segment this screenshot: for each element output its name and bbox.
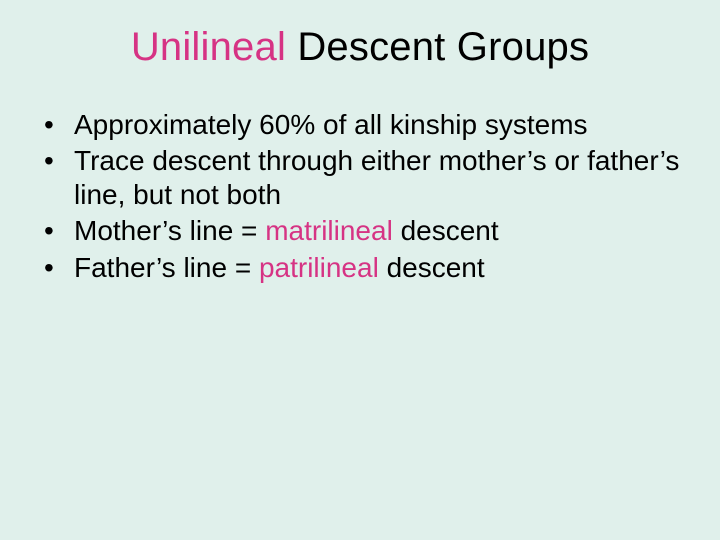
title-highlight-word: Unilineal — [131, 25, 286, 69]
slide: Unilineal Descent Groups Approximately 6… — [0, 0, 720, 540]
bullet-text-pre: Trace descent through either mother’s or… — [74, 145, 679, 210]
list-item: Mother’s line = matrilineal descent — [40, 214, 684, 248]
bullet-text-pre: Father’s line = — [74, 252, 259, 283]
bullet-text-post: descent — [393, 215, 499, 246]
list-item: Approximately 60% of all kinship systems — [40, 108, 684, 142]
slide-title: Unilineal Descent Groups — [30, 25, 690, 70]
bullet-list: Approximately 60% of all kinship systems… — [30, 108, 690, 285]
title-rest: Descent Groups — [286, 25, 589, 69]
list-item: Father’s line = patrilineal descent — [40, 251, 684, 285]
list-item: Trace descent through either mother’s or… — [40, 144, 684, 212]
bullet-text-pre: Mother’s line = — [74, 215, 265, 246]
bullet-text-pre: Approximately 60% of all kinship systems — [74, 109, 588, 140]
bullet-text-post: descent — [379, 252, 485, 283]
bullet-text-hl: matrilineal — [265, 215, 393, 246]
bullet-text-hl: patrilineal — [259, 252, 379, 283]
